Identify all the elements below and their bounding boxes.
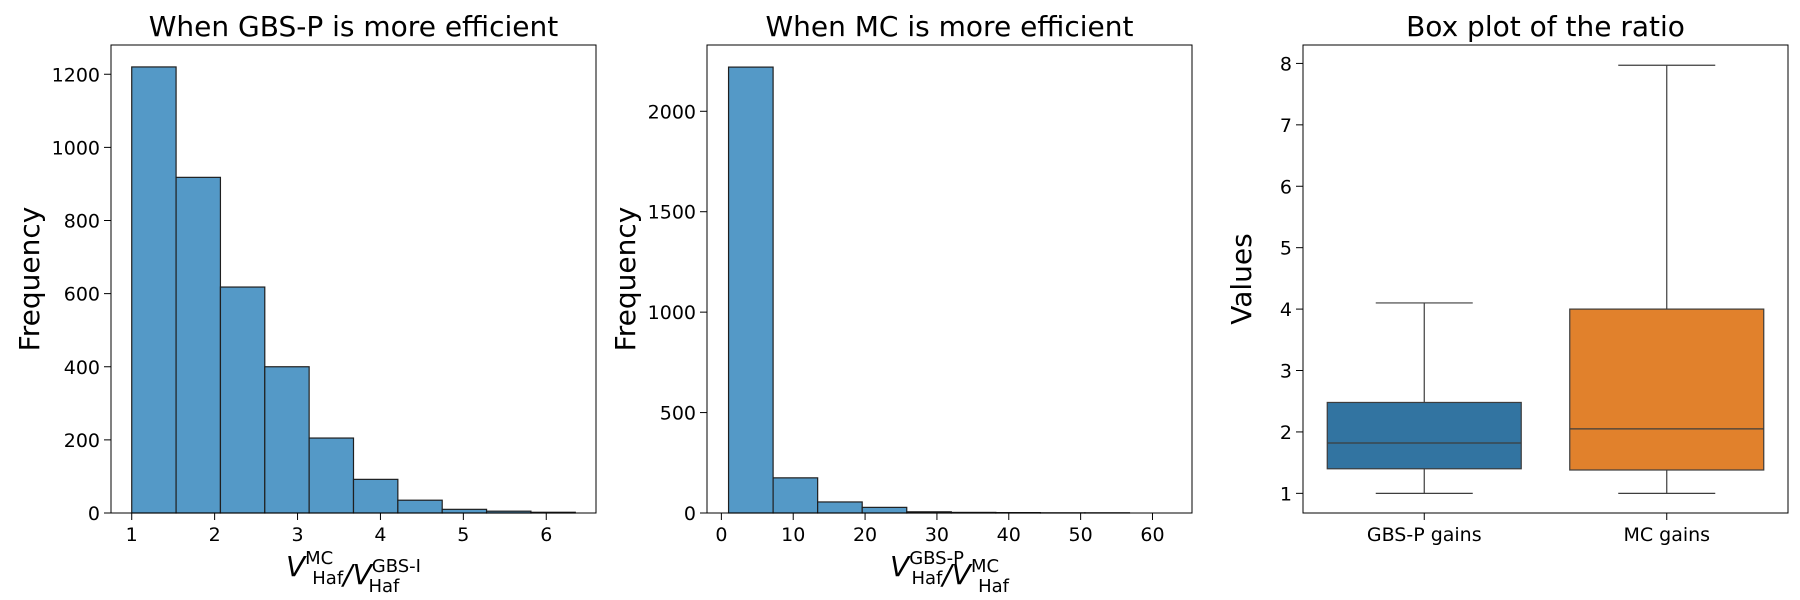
y-tick-label: 2000 bbox=[648, 101, 696, 123]
x-tick-label: 6 bbox=[540, 524, 552, 546]
x-ticks: 0 10 20 30 40 50 60 bbox=[715, 513, 1165, 546]
x-ticks: 1 2 3 4 5 6 bbox=[126, 513, 552, 546]
x-axis-label: VMC Haf/VGBS-I Haf bbox=[286, 548, 421, 597]
x-ticks: GBS-P gains MC gains bbox=[1367, 513, 1710, 546]
box bbox=[1326, 401, 1522, 470]
histogram-mc-panel: When MC is more efficient Frequency 0500… bbox=[609, 10, 1193, 597]
y-ticks: 1 2 3 4 5 6 7 8 bbox=[1280, 53, 1303, 505]
x-tick-label: 50 bbox=[1069, 524, 1093, 546]
axes-frame bbox=[706, 44, 1193, 514]
y-tick-label: 1500 bbox=[648, 202, 696, 224]
y-tick-label: 1000 bbox=[648, 302, 696, 324]
y-axis-label: Frequency bbox=[13, 207, 46, 352]
histogram-bar bbox=[264, 366, 310, 514]
x-tick-label: 10 bbox=[781, 524, 805, 546]
x-tick-label: 2 bbox=[209, 524, 221, 546]
x-tick-label: GBS-P gains bbox=[1367, 524, 1482, 546]
y-tick-label: 5 bbox=[1280, 238, 1292, 260]
y-axis-label: Frequency bbox=[609, 207, 642, 352]
y-tick-label: 7 bbox=[1280, 115, 1292, 137]
y-axis-label: Values bbox=[1225, 233, 1258, 324]
y-tick-label: 800 bbox=[64, 211, 100, 233]
y-ticks: 0 200 400 600 800 1000 1200 bbox=[52, 64, 111, 525]
x-tick-label: 20 bbox=[853, 524, 877, 546]
x-tick-label: 60 bbox=[1140, 524, 1164, 546]
chart-title: Box plot of the ratio bbox=[1406, 10, 1685, 43]
histogram-gbs-p-panel: When GBS-P is more efficient Frequency 0… bbox=[13, 10, 597, 597]
y-tick-label: 1 bbox=[1280, 483, 1292, 505]
y-tick-label: 1200 bbox=[52, 64, 100, 86]
y-tick-label: 1000 bbox=[52, 137, 100, 159]
histogram-bar bbox=[175, 176, 222, 514]
histogram-bar bbox=[727, 66, 774, 514]
x-tick-label: 1 bbox=[126, 524, 138, 546]
x-axis-label: VGBS-P Haf/VMC Haf bbox=[890, 548, 1010, 597]
axes-frame bbox=[1302, 44, 1789, 514]
chart-title: When MC is more efficient bbox=[765, 10, 1133, 43]
x-tick-label: 5 bbox=[457, 524, 469, 546]
bars bbox=[131, 66, 576, 514]
y-tick-label: 3 bbox=[1280, 361, 1292, 383]
y-tick-label: 4 bbox=[1280, 299, 1292, 321]
boxes bbox=[1326, 64, 1765, 494]
histogram-bar bbox=[861, 506, 908, 514]
y-tick-label: 400 bbox=[64, 357, 100, 379]
histogram-bar bbox=[772, 477, 819, 514]
chart-title: When GBS-P is more efficient bbox=[149, 10, 559, 43]
boxplot-panel: Box plot of the ratio Values 1 2 3 4 5 6 7 8 GB… bbox=[1225, 10, 1789, 546]
x-tick-label: 0 bbox=[715, 524, 727, 546]
y-tick-label: 500 bbox=[660, 403, 696, 425]
histogram-bar bbox=[219, 286, 266, 514]
histogram-bar bbox=[817, 501, 863, 514]
bars bbox=[727, 66, 1131, 514]
box bbox=[1569, 308, 1765, 471]
y-tick-label: 600 bbox=[64, 284, 100, 306]
y-tick-label: 6 bbox=[1280, 176, 1292, 198]
histogram-bar bbox=[441, 508, 488, 514]
histogram-bar bbox=[131, 66, 177, 514]
x-tick-label: 40 bbox=[997, 524, 1021, 546]
y-tick-label: 0 bbox=[88, 503, 100, 525]
histogram-bar bbox=[397, 499, 443, 514]
y-tick-label: 8 bbox=[1280, 53, 1292, 75]
x-tick-label: 30 bbox=[925, 524, 949, 546]
x-tick-label: MC gains bbox=[1623, 524, 1710, 546]
y-tick-label: 200 bbox=[64, 430, 100, 452]
histogram-bar bbox=[352, 478, 399, 514]
axes-frame bbox=[110, 44, 597, 514]
x-tick-label: 3 bbox=[291, 524, 303, 546]
y-ticks: 0 500 1000 1500 2000 bbox=[648, 101, 707, 525]
y-tick-label: 0 bbox=[684, 503, 696, 525]
y-tick-label: 2 bbox=[1280, 422, 1292, 444]
histogram-bar bbox=[308, 437, 355, 514]
x-tick-label: 4 bbox=[374, 524, 386, 546]
